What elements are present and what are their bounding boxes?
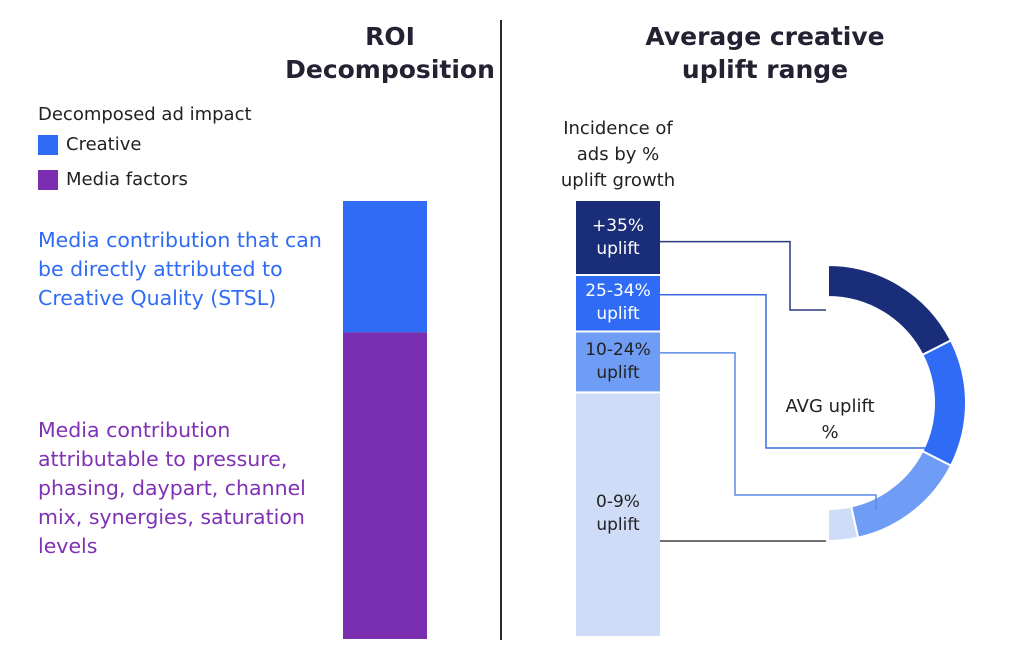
legend-label-creative: Creative [66,134,142,155]
connector-line-3 [660,352,877,510]
avg-uplift-arc-segment-2 [921,339,967,467]
uplift-segment-label-2: 25-34% uplift [585,281,651,324]
uplift-segment-label-1: +35% uplift [592,216,644,259]
roi-bar-segment-2 [343,332,427,639]
uplift-bar-segment-1 [576,201,660,275]
creative-contribution-text: Media contribution that can be directly … [38,228,322,310]
media-contribution-text: Media contribution attributable to press… [38,418,306,558]
uplift-segment-label-4: 0-9% uplift [596,492,640,535]
roi-bar-segment-1 [343,201,427,333]
connector-line-2 [660,293,938,449]
uplift-bar-segment-2 [576,274,660,332]
connector-line-1 [660,240,826,311]
uplift-segment-label-3: 10-24% uplift [585,340,651,383]
uplift-bar-segment-4 [576,392,660,636]
creative-swatch [38,134,58,155]
roi-decomposition-title: ROI Decomposition [285,22,495,84]
avg-uplift-arc-segment-4 [827,505,860,543]
average-creative-uplift-title: Average creative uplift range [645,22,885,84]
legend-label-media-factors: Media factors [66,169,188,190]
uplift-bar-segment-3 [576,331,660,393]
incidence-axis-label: Incidence of ads by % uplift growth [560,118,676,191]
avg-uplift-label: AVG uplift % [785,396,875,443]
legend-item-creative: Creative [38,134,141,155]
legend-heading: Decomposed ad impact [38,104,252,125]
legend-item-media-factors: Media factors [38,169,188,190]
avg-uplift-arc-segment-1 [827,263,953,357]
panel-divider [500,20,502,640]
media-factors-swatch [38,169,58,190]
